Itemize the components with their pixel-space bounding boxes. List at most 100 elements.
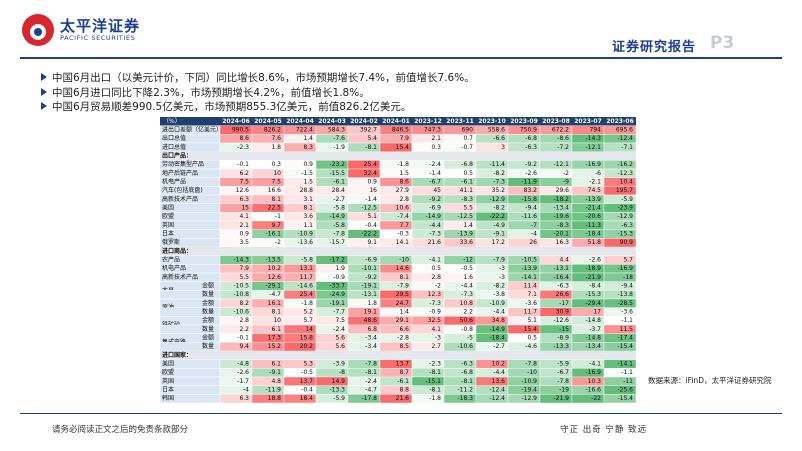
bullet: 中国6月贸易顺差990.5亿美元，市场预期855.3亿美元，前值826.2亿美元… bbox=[40, 101, 412, 113]
cell-value: -2.1 bbox=[589, 179, 601, 186]
cell-value: -20.6 bbox=[585, 213, 601, 220]
cell-value: -1.9 bbox=[333, 144, 345, 151]
cell-value: -16.2 bbox=[617, 161, 633, 168]
cell-value: -12.4 bbox=[489, 387, 505, 394]
cell-value: -9.4 bbox=[525, 205, 537, 212]
cell-value: 9.1 bbox=[367, 239, 377, 246]
cell-value: -15.1 bbox=[425, 378, 441, 385]
cell-value: -4.1 bbox=[429, 257, 441, 264]
cell-value: 2.2 bbox=[239, 326, 249, 333]
cell-value: 28.4 bbox=[332, 187, 346, 194]
cell-value: 10.4 bbox=[620, 179, 634, 186]
cell-value: -14.1 bbox=[521, 274, 537, 281]
cell-value: 1.9 bbox=[335, 265, 345, 272]
cell-value: -15.5 bbox=[329, 170, 345, 177]
cell-value: -7.9 bbox=[493, 257, 505, 264]
cell-value: 1.4 bbox=[399, 309, 409, 316]
cell-value: -7.9 bbox=[397, 283, 409, 290]
column-header: 2024-03 bbox=[318, 118, 346, 125]
cell-value: -4.4 bbox=[461, 283, 473, 290]
cell-value: 1.1 bbox=[303, 222, 313, 229]
cell-value: -8.4 bbox=[589, 283, 601, 290]
cell-value: 12.6 bbox=[268, 274, 282, 281]
cell-value: 5.6 bbox=[335, 343, 345, 350]
cell-value: 21.6 bbox=[396, 395, 410, 402]
cell-value: -11 bbox=[623, 378, 633, 385]
cell-value: 27.9 bbox=[396, 187, 410, 194]
cell-value: 1.5 bbox=[303, 179, 313, 186]
cell-value: 48.6 bbox=[364, 317, 378, 324]
cell-value: -8 bbox=[339, 369, 345, 376]
cell-value: 7.6 bbox=[271, 135, 281, 142]
cell-value: -8.1 bbox=[365, 369, 377, 376]
cell-value: 9.4 bbox=[239, 343, 249, 350]
cell-value: 11.5 bbox=[620, 326, 634, 333]
header-row bbox=[160, 117, 636, 126]
cell-value: -18 bbox=[623, 274, 633, 281]
cell-value: -6.8 bbox=[525, 135, 537, 142]
cell-value: 18.8 bbox=[268, 395, 282, 402]
cell-value: -17.8 bbox=[361, 395, 377, 402]
cell-value: 12.3 bbox=[428, 291, 442, 298]
cell-value: -22.2 bbox=[489, 213, 505, 220]
cell-value: 10.6 bbox=[396, 205, 410, 212]
cell-value: 3.1 bbox=[303, 196, 313, 203]
cell-value: -10.8 bbox=[233, 291, 249, 298]
cell-value: 4.8 bbox=[271, 378, 281, 385]
cell-value: -12.9 bbox=[489, 196, 505, 203]
cell-value: -10.6 bbox=[457, 343, 473, 350]
cell-value: -3.6 bbox=[621, 309, 633, 316]
cell-value: 5.1 bbox=[367, 213, 377, 220]
disclaimer: 请务必阅读正文之后的免责条款部分 bbox=[52, 425, 189, 435]
row-label: 机电产品 bbox=[162, 178, 186, 186]
cell-value: -14.3 bbox=[233, 257, 249, 264]
cell-value: 2.1 bbox=[239, 222, 249, 229]
cell-value: 5.3 bbox=[303, 361, 313, 368]
column-header: 2023-12 bbox=[414, 118, 442, 125]
cell-value: -19.1 bbox=[329, 300, 345, 307]
cell-value: -21.9 bbox=[553, 395, 569, 402]
cell-value: -2.6 bbox=[237, 369, 249, 376]
row-label: 汽车(包括底盘) bbox=[162, 186, 203, 194]
cell-value: 722.4 bbox=[296, 127, 313, 134]
cell-value: -4.7 bbox=[269, 291, 281, 298]
cell-value: -11.3 bbox=[585, 222, 601, 229]
cell-value: -6.8 bbox=[461, 369, 473, 376]
cell-value: -4.9 bbox=[493, 222, 505, 229]
cell-value: 26 bbox=[529, 239, 537, 246]
cell-value: -17.2 bbox=[329, 257, 345, 264]
cell-value: 15 bbox=[241, 205, 249, 212]
cell-value: 1.6 bbox=[463, 274, 473, 281]
cell-value: -20.1 bbox=[553, 231, 569, 238]
cell-value: 17.2 bbox=[492, 239, 506, 246]
cell-value: -9.1 bbox=[269, 369, 281, 376]
cell-value: -13.1 bbox=[361, 291, 377, 298]
cell-value: 6.1 bbox=[271, 361, 281, 368]
cell-value: -29.4 bbox=[585, 300, 601, 307]
cell-value: 1.8 bbox=[367, 300, 377, 307]
cell-value: -6.1 bbox=[333, 179, 345, 186]
cell-value: 2.8 bbox=[399, 196, 409, 203]
cell-value: -28.5 bbox=[617, 300, 633, 307]
cell-value: -4.1 bbox=[589, 361, 601, 368]
cell-value: 3.6 bbox=[303, 213, 313, 220]
cell-value: -5.9 bbox=[557, 361, 569, 368]
cell-value: 74.5 bbox=[588, 187, 602, 194]
cell-value: -0.5 bbox=[461, 265, 473, 272]
cell-value: -6.3 bbox=[621, 222, 633, 229]
cell-value: -2.6 bbox=[589, 257, 601, 264]
cell-value: 7.9 bbox=[399, 135, 409, 142]
column-header: （%） bbox=[163, 118, 181, 125]
cell-value: 12.6 bbox=[236, 187, 250, 194]
cell-value: 0.5 bbox=[431, 265, 441, 272]
cell-value: -18.9 bbox=[585, 265, 601, 272]
motto: 守正 出奇 宁静 致远 bbox=[560, 425, 648, 435]
row-label: 机电产品 bbox=[162, 264, 186, 272]
cell-value: -23.2 bbox=[329, 161, 345, 168]
cell-value: -1.7 bbox=[237, 378, 249, 385]
cell-value: 13.7 bbox=[396, 361, 410, 368]
row-label: 英国 bbox=[162, 377, 174, 385]
row-label: 英国 bbox=[162, 221, 174, 229]
cell-value: -10.1 bbox=[361, 265, 377, 272]
cell-value: 45 bbox=[433, 187, 441, 194]
